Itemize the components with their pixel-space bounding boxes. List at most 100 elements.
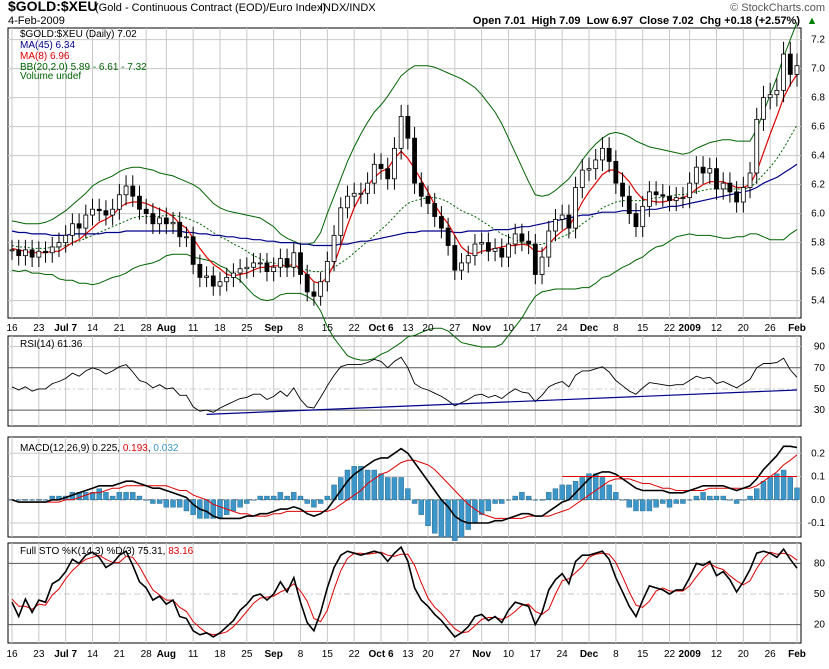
- price-candle-body: [277, 258, 283, 268]
- macd-histogram-bar: [499, 499, 505, 504]
- x-tick-label: 15: [637, 649, 649, 660]
- x-tick-label: 20: [422, 323, 434, 334]
- x-tick-label: Aug: [157, 323, 176, 334]
- x-tick-label: 18: [214, 649, 226, 660]
- price-candle-body: [358, 192, 364, 195]
- bollinger-lower-line: [11, 229, 798, 361]
- macd-histogram-bar: [539, 499, 545, 501]
- price-candle-body: [492, 247, 498, 252]
- rsi-y-tick: 30: [814, 405, 826, 416]
- rsi-y-tick: 50: [814, 384, 826, 395]
- ma45-line: [11, 163, 798, 247]
- x-tick-label: 18: [214, 323, 226, 334]
- macd-histogram-bar: [472, 499, 478, 523]
- macd-histogram-bar: [277, 492, 284, 500]
- price-candle-body: [727, 182, 733, 193]
- macd-histogram-bar: [780, 469, 787, 500]
- price-candle-body: [774, 89, 780, 96]
- macd-histogram-bar: [270, 495, 277, 500]
- x-tick-label: 14: [87, 649, 99, 660]
- macd-histogram-bar: [519, 492, 525, 500]
- macd-histogram-bar: [250, 499, 257, 501]
- macd-histogram-bar: [385, 477, 391, 500]
- price-candle-body: [338, 207, 344, 236]
- price-candle-body: [673, 197, 679, 201]
- macd-histogram-bar: [680, 499, 686, 504]
- macd-histogram-bar: [452, 499, 458, 541]
- macd-histogram-bar: [291, 492, 297, 500]
- x-tick-label: 22: [664, 323, 676, 334]
- price-candle-body: [345, 195, 350, 209]
- macd-histogram-bar: [445, 499, 451, 538]
- macd-histogram-bar: [438, 499, 445, 538]
- macd-histogram-bar: [230, 499, 237, 512]
- price-candle-body: [76, 223, 82, 229]
- legend-ma45: MA(45) 6.34: [20, 40, 75, 51]
- macd-histogram-bar: [740, 499, 747, 501]
- price-candle-body: [331, 234, 337, 262]
- macd-histogram-bar: [398, 477, 404, 500]
- macd-signal-line: [11, 454, 798, 519]
- x-tick-label: Oct 6: [369, 323, 394, 334]
- price-candle-body: [237, 268, 243, 274]
- price-candle-body: [412, 137, 417, 184]
- macd-histogram-bar: [136, 495, 143, 500]
- x-tick-label: 17: [530, 649, 542, 660]
- x-tick-label: 24: [557, 649, 569, 660]
- price-candle-body: [49, 246, 55, 254]
- bollinger-mid-line: [11, 124, 798, 273]
- price-candle-body: [606, 147, 612, 162]
- price-candle-body: [553, 218, 558, 232]
- macd-histogram-bar: [411, 499, 418, 504]
- macd-histogram-bar: [324, 495, 331, 500]
- sto-y-tick: 80: [814, 558, 826, 569]
- macd-histogram-bar: [747, 495, 753, 500]
- macd-histogram-bar: [123, 492, 129, 500]
- macd-histogram-bar: [116, 492, 123, 500]
- price-candle-body: [485, 242, 491, 252]
- chart-symbol: $GOLD:$XEU: [8, 0, 97, 14]
- macd-histogram-bar: [653, 499, 659, 508]
- macd-histogram-bar: [465, 499, 471, 530]
- macd-histogram-bar: [613, 492, 619, 500]
- price-candle-body: [720, 182, 726, 190]
- macd-histogram-bar: [304, 499, 310, 504]
- price-candle-body: [264, 262, 270, 272]
- price-candle-body: [63, 234, 69, 244]
- x-tick-label: 25: [241, 323, 253, 334]
- price-candle-body: [532, 243, 538, 275]
- price-candle-body: [600, 147, 605, 161]
- macd-histogram-bar: [143, 499, 149, 501]
- x-tick-label: Sep: [264, 323, 282, 334]
- x-tick-label: 16: [6, 649, 18, 660]
- macd-histogram-bar: [478, 499, 485, 515]
- macd-legend-hist: 0.032: [153, 443, 178, 454]
- x-tick-label: 28: [141, 323, 153, 334]
- price-candle-body: [767, 94, 773, 98]
- x-tick-label: Sep: [264, 649, 282, 660]
- macd-histogram-bar: [190, 499, 196, 515]
- macd-histogram-bar: [794, 487, 800, 500]
- macd-line: [11, 445, 798, 524]
- price-candle-body: [626, 195, 632, 214]
- price-y-tick: 6.0: [811, 209, 825, 220]
- macd-histogram-bar: [317, 499, 324, 504]
- x-tick-label: Nov: [472, 649, 491, 660]
- x-tick-label: 28: [141, 649, 153, 660]
- price-candle-body: [781, 53, 786, 91]
- x-tick-label: 15: [322, 649, 334, 660]
- macd-histogram-bar: [666, 499, 673, 508]
- price-candle-body: [586, 168, 592, 171]
- macd-y-tick: 0.0: [811, 495, 825, 506]
- price-candle-body: [190, 236, 196, 265]
- rsi-legend: RSI(14) 61.36: [20, 339, 83, 350]
- price-candle-body: [103, 210, 109, 216]
- price-candle-body: [170, 221, 176, 225]
- price-candle-body: [398, 116, 404, 149]
- price-candle-body: [56, 242, 62, 248]
- price-candle-body: [418, 182, 424, 197]
- sto-y-tick: 20: [814, 620, 826, 631]
- x-tick-label: 26: [765, 649, 777, 660]
- x-tick-label: 10: [503, 323, 515, 334]
